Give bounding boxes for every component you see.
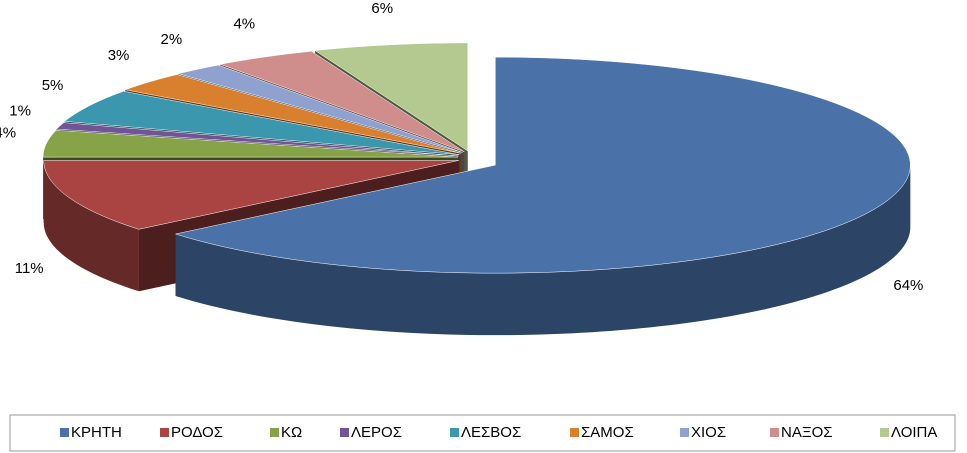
data-label: 4% [233,16,255,33]
legend-label: ΣΑΜΟΣ [581,424,634,441]
slice-side [175,165,911,336]
slice [178,64,463,153]
legend-label: ΡΟΔΟΣ [171,424,223,441]
legend-swatch [570,428,579,437]
legend-label: ΚΩ [281,424,302,441]
slice [43,160,459,230]
slice [55,122,459,157]
data-label: 64% [893,277,923,294]
legend-swatch [880,428,889,437]
legend-swatch [160,428,169,437]
legend-swatch [450,428,459,437]
data-label: 2% [161,31,183,48]
data-label: 5% [42,77,64,94]
slice [42,129,459,158]
slice [174,56,911,274]
legend-label: ΧΙΟΣ [691,424,726,441]
slice [314,42,469,152]
legend-swatch [340,428,349,437]
legend-label: ΚΡΗΤΗ [71,424,122,441]
legend-label: ΛΕΡΟΣ [351,424,402,441]
data-label: 11% [15,260,44,277]
slice [63,90,460,155]
legend-swatch [680,428,689,437]
legend-swatch [60,428,69,437]
data-label: 6% [371,0,393,17]
slice [124,74,462,154]
legend-swatch [270,428,279,437]
legend-label: ΛΕΣΒΟΣ [461,424,521,441]
slice-side [43,160,139,292]
data-label: 1% [9,102,31,119]
slice [219,51,465,152]
legend-label: ΝΑΞΟΣ [781,424,833,441]
legend-swatch [770,428,779,437]
data-label: 3% [108,47,130,64]
legend-label: ΛΟΙΠΑ [891,424,937,441]
data-label: 4% [0,125,16,142]
